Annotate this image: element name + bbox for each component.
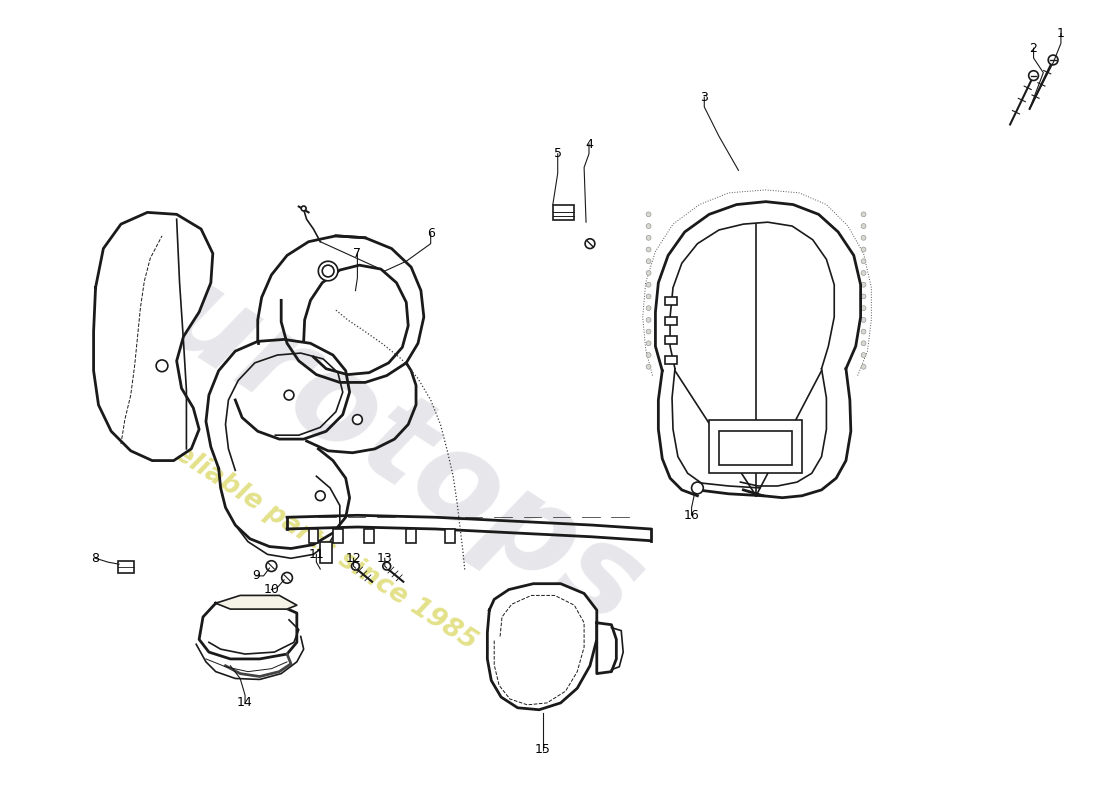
Polygon shape bbox=[597, 622, 616, 674]
Circle shape bbox=[861, 353, 866, 358]
Circle shape bbox=[646, 329, 651, 334]
Circle shape bbox=[861, 364, 866, 370]
Circle shape bbox=[861, 270, 866, 275]
Text: 5: 5 bbox=[553, 147, 562, 160]
Circle shape bbox=[301, 206, 306, 211]
Text: eurotops: eurotops bbox=[69, 207, 664, 652]
Circle shape bbox=[646, 247, 651, 252]
Circle shape bbox=[284, 390, 294, 400]
Circle shape bbox=[646, 341, 651, 346]
Circle shape bbox=[646, 212, 651, 217]
Circle shape bbox=[646, 353, 651, 358]
Text: 16: 16 bbox=[684, 509, 700, 522]
Text: 1: 1 bbox=[1057, 27, 1065, 40]
Circle shape bbox=[352, 562, 360, 570]
Bar bbox=[553, 205, 574, 220]
Bar bbox=[406, 529, 416, 542]
Circle shape bbox=[316, 491, 326, 501]
Circle shape bbox=[646, 235, 651, 240]
Circle shape bbox=[383, 562, 390, 570]
Circle shape bbox=[1048, 55, 1058, 65]
Bar bbox=[364, 529, 374, 542]
Circle shape bbox=[646, 224, 651, 229]
Text: 12: 12 bbox=[345, 552, 362, 565]
Text: 3: 3 bbox=[701, 90, 708, 104]
Text: 2: 2 bbox=[1030, 42, 1037, 54]
Polygon shape bbox=[487, 584, 597, 710]
Bar bbox=[666, 356, 676, 364]
Text: 9: 9 bbox=[252, 570, 260, 582]
Bar bbox=[666, 317, 676, 325]
Bar bbox=[446, 529, 455, 542]
Circle shape bbox=[861, 318, 866, 322]
Circle shape bbox=[1028, 70, 1038, 81]
Circle shape bbox=[156, 360, 168, 372]
Text: 11: 11 bbox=[308, 548, 324, 561]
Circle shape bbox=[585, 238, 595, 249]
Circle shape bbox=[646, 318, 651, 322]
Circle shape bbox=[861, 259, 866, 264]
Circle shape bbox=[646, 259, 651, 264]
Bar bbox=[309, 529, 318, 542]
Text: 10: 10 bbox=[264, 583, 279, 596]
Circle shape bbox=[861, 329, 866, 334]
Bar bbox=[710, 419, 802, 474]
Polygon shape bbox=[199, 603, 297, 659]
Circle shape bbox=[646, 270, 651, 275]
Circle shape bbox=[692, 482, 703, 494]
Bar bbox=[320, 542, 332, 563]
Text: 14: 14 bbox=[238, 696, 253, 710]
Text: a reliable parts since 1985: a reliable parts since 1985 bbox=[135, 418, 482, 655]
Circle shape bbox=[861, 294, 866, 299]
Circle shape bbox=[861, 224, 866, 229]
Text: 8: 8 bbox=[91, 552, 99, 565]
Circle shape bbox=[646, 282, 651, 287]
Circle shape bbox=[282, 573, 293, 583]
Text: 15: 15 bbox=[535, 743, 551, 756]
Circle shape bbox=[646, 294, 651, 299]
Text: 4: 4 bbox=[585, 138, 593, 150]
Circle shape bbox=[646, 306, 651, 310]
Bar bbox=[666, 337, 676, 344]
Polygon shape bbox=[94, 212, 212, 461]
Circle shape bbox=[861, 282, 866, 287]
Circle shape bbox=[861, 235, 866, 240]
Circle shape bbox=[646, 364, 651, 370]
Bar bbox=[333, 529, 343, 542]
Bar bbox=[118, 562, 134, 573]
Text: 13: 13 bbox=[377, 552, 393, 565]
Circle shape bbox=[861, 341, 866, 346]
Circle shape bbox=[861, 247, 866, 252]
Circle shape bbox=[266, 561, 277, 571]
Circle shape bbox=[352, 414, 362, 425]
Circle shape bbox=[861, 306, 866, 310]
Circle shape bbox=[318, 262, 338, 281]
Text: 7: 7 bbox=[353, 247, 362, 260]
Circle shape bbox=[861, 212, 866, 217]
Polygon shape bbox=[216, 595, 297, 609]
Bar bbox=[719, 431, 792, 466]
Circle shape bbox=[322, 265, 334, 277]
Text: 6: 6 bbox=[427, 227, 434, 240]
Bar bbox=[666, 298, 676, 306]
